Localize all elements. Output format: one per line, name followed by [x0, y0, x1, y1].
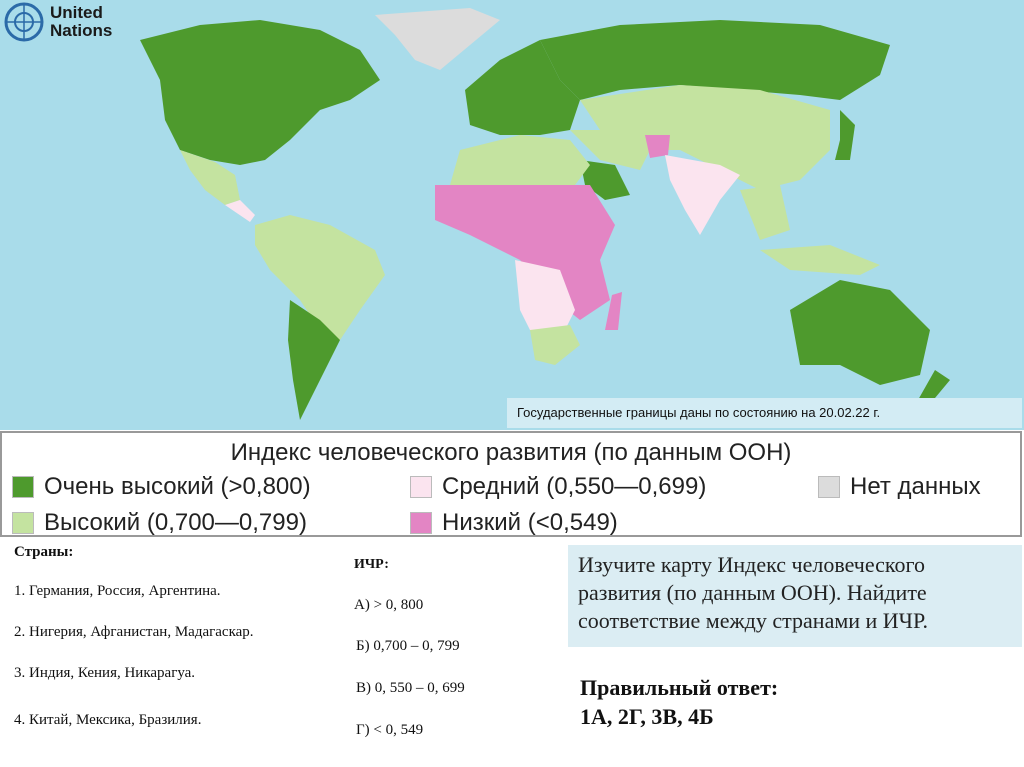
legend-label: Высокий (0,700—0,799): [44, 509, 307, 536]
map-legend: Индекс человеческого развития (по данным…: [0, 431, 1022, 537]
japan: [835, 110, 855, 160]
legend-item-no-data: Нет данных: [818, 473, 981, 501]
argentina-chile: [288, 300, 340, 420]
legend-swatch: [410, 476, 432, 498]
hdi-item-b: Б) 0,700 – 0, 799: [356, 638, 460, 654]
country-item-4: 4. Китай, Мексика, Бразилия.: [14, 712, 202, 728]
legend-label: Средний (0,550—0,699): [442, 473, 707, 500]
legend-swatch: [818, 476, 840, 498]
hdi-item-v: В) 0, 550 – 0, 699: [356, 680, 465, 696]
central-america: [225, 200, 255, 222]
map-svg: [140, 8, 950, 420]
south-africa: [530, 325, 580, 365]
africa-medium: [515, 260, 575, 340]
legend-label: Нет данных: [850, 473, 981, 500]
countries-heading: Страны:: [14, 544, 74, 560]
country-item-3: 3. Индия, Кения, Никарагуа.: [14, 665, 196, 681]
africa-low: [435, 185, 615, 320]
mexico: [180, 150, 240, 205]
madagascar: [605, 292, 622, 330]
legend-swatch: [12, 512, 34, 534]
un-emblem-icon: [4, 2, 44, 42]
hdi-heading: ИЧР:: [354, 557, 389, 572]
legend-item-high: Высокий (0,700—0,799): [12, 509, 307, 537]
legend-swatch: [12, 476, 34, 498]
legend-item-very-high: Очень высокий (>0,800): [12, 473, 311, 501]
north-africa: [450, 135, 590, 185]
europe: [465, 40, 580, 135]
answer-label: Правильный ответ:: [580, 675, 779, 700]
australia: [790, 280, 930, 385]
hdi-item-a: А) > 0, 800: [354, 597, 424, 613]
india: [665, 155, 740, 235]
task-text: Изучите карту Индекс человеческого разви…: [568, 545, 1022, 647]
logo-line1: United: [50, 3, 103, 22]
legend-label: Низкий (<0,549): [442, 509, 618, 536]
legend-swatch: [410, 512, 432, 534]
legend-item-low: Низкий (<0,549): [410, 509, 618, 537]
middle-east: [570, 130, 650, 170]
indonesia: [760, 245, 880, 275]
legend-item-medium: Средний (0,550—0,699): [410, 473, 706, 501]
russia: [540, 20, 890, 100]
china-asia: [580, 85, 830, 190]
country-item-1: 1. Германия, Россия, Аргентина.: [14, 583, 221, 599]
legend-label: Очень высокий (>0,800): [44, 473, 311, 500]
borders-caption: Государственные границы даны по состояни…: [507, 398, 1022, 428]
un-logo: United Nations: [2, 0, 112, 44]
greenland: [375, 8, 500, 70]
north-america: [140, 20, 380, 165]
hdi-item-g: Г) < 0, 549: [356, 722, 424, 738]
country-item-2: 2. Нигерия, Афганистан, Мадагаскар.: [14, 624, 254, 640]
answer-value: 1А, 2Г, 3В, 4Б: [580, 704, 714, 729]
world-hdi-map: United Nations Государственные границы да…: [0, 0, 1024, 430]
legend-title: Индекс человеческого развития (по данным…: [230, 439, 792, 466]
logo-line2: Nations: [50, 21, 113, 40]
southeast-asia: [740, 185, 790, 240]
south-america: [255, 215, 385, 340]
afghanistan: [645, 135, 670, 158]
